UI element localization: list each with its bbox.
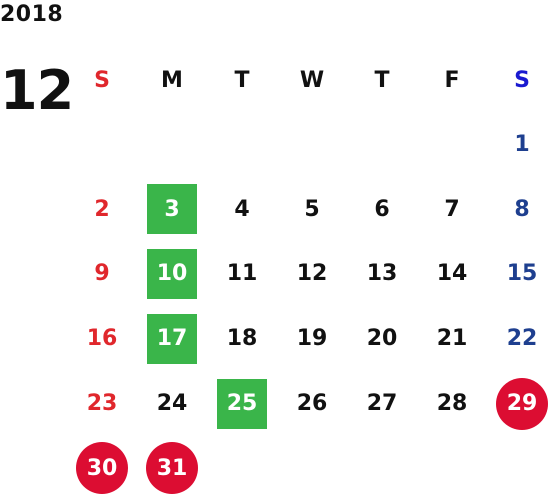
- weekday-saturday: S: [514, 67, 530, 93]
- day-cell-empty: [137, 112, 207, 177]
- day-cell-highlighted[interactable]: 17: [137, 306, 207, 371]
- day-cell[interactable]: 26: [296, 391, 328, 417]
- day-cell[interactable]: 19: [296, 326, 328, 352]
- weekday-wednesday: W: [299, 67, 325, 93]
- weekday-thursday: T: [374, 67, 390, 93]
- calendar-grid: S M T W T F S 1 2 3 4 5 6 7 8 9 10 11 12…: [67, 48, 548, 501]
- day-cell[interactable]: 15: [506, 261, 538, 287]
- day-cell[interactable]: 1: [514, 131, 530, 157]
- weekday-sunday: S: [94, 67, 110, 93]
- day-cell[interactable]: 9: [94, 261, 110, 287]
- day-cell-empty: [277, 436, 347, 501]
- day-cell[interactable]: 11: [226, 261, 258, 287]
- day-cell-highlighted[interactable]: 25: [207, 371, 277, 436]
- day-cell[interactable]: 21: [436, 326, 468, 352]
- year-label: 2018: [0, 2, 64, 27]
- month-label: 12: [0, 59, 74, 122]
- day-cell[interactable]: 16: [86, 326, 118, 352]
- day-cell-empty: [417, 112, 487, 177]
- day-cell[interactable]: 7: [444, 196, 460, 222]
- day-cell-holiday[interactable]: 30: [67, 436, 137, 501]
- day-cell[interactable]: 13: [366, 261, 398, 287]
- day-cell[interactable]: 18: [226, 326, 258, 352]
- day-cell-empty: [417, 436, 487, 501]
- day-cell[interactable]: 12: [296, 261, 328, 287]
- weekday-friday: F: [444, 67, 460, 93]
- day-cell[interactable]: 27: [366, 391, 398, 417]
- day-cell[interactable]: 8: [514, 196, 530, 222]
- day-cell-empty: [347, 112, 417, 177]
- day-cell-empty: [487, 436, 548, 501]
- day-cell-empty: [207, 436, 277, 501]
- weekday-monday: M: [161, 67, 183, 93]
- day-cell[interactable]: 24: [156, 391, 188, 417]
- day-cell-empty: [347, 436, 417, 501]
- day-cell-empty: [67, 112, 137, 177]
- day-cell[interactable]: 22: [506, 326, 538, 352]
- day-cell[interactable]: 4: [234, 196, 250, 222]
- day-cell-highlighted[interactable]: 3: [137, 177, 207, 242]
- day-cell[interactable]: 2: [94, 196, 110, 222]
- day-cell-highlighted[interactable]: 10: [137, 242, 207, 307]
- day-cell[interactable]: 20: [366, 326, 398, 352]
- day-cell[interactable]: 28: [436, 391, 468, 417]
- day-cell-holiday[interactable]: 31: [137, 436, 207, 501]
- weekday-tuesday: T: [234, 67, 250, 93]
- day-cell-empty: [277, 112, 347, 177]
- day-cell[interactable]: 5: [304, 196, 320, 222]
- day-cell[interactable]: 6: [374, 196, 390, 222]
- day-cell-empty: [207, 112, 277, 177]
- day-cell-holiday[interactable]: 29: [487, 371, 548, 436]
- day-cell[interactable]: 14: [436, 261, 468, 287]
- day-cell[interactable]: 23: [86, 391, 118, 417]
